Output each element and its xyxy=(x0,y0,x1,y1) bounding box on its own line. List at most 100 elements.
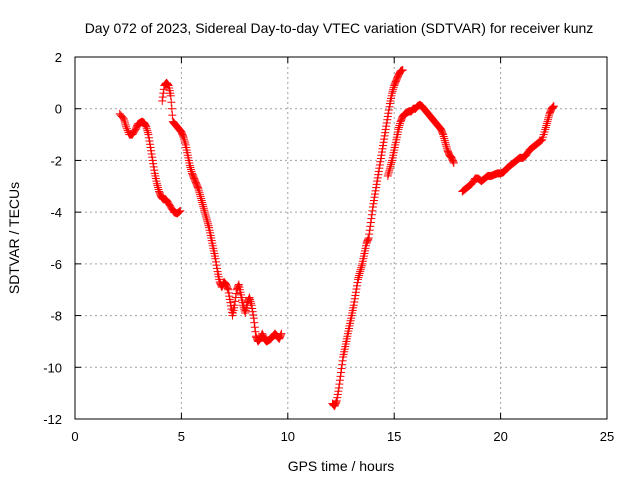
x-tick-label: 10 xyxy=(281,429,295,444)
y-axis-label: SDTVAR / TECUs xyxy=(6,182,22,294)
data-point xyxy=(356,267,365,276)
data-point xyxy=(142,122,151,131)
data-point xyxy=(220,278,229,287)
data-point xyxy=(369,199,378,208)
data-point xyxy=(438,129,447,138)
data-point xyxy=(367,214,376,223)
data-point xyxy=(384,106,393,115)
data-point xyxy=(120,116,129,125)
data-point xyxy=(226,301,235,310)
data-point xyxy=(442,142,451,151)
data-point xyxy=(196,190,205,199)
data-point xyxy=(194,186,203,195)
data-point xyxy=(158,93,167,102)
data-point xyxy=(195,188,204,197)
data-point xyxy=(435,123,444,132)
y-tick-label: -12 xyxy=(43,412,62,427)
data-point xyxy=(179,133,188,142)
data-point xyxy=(246,297,255,306)
data-point xyxy=(226,298,235,307)
data-point xyxy=(367,210,376,219)
data-point xyxy=(168,111,177,120)
data-point xyxy=(376,157,385,166)
data-point xyxy=(381,128,390,137)
data-point xyxy=(225,292,234,301)
data-point xyxy=(174,208,183,217)
data-point xyxy=(143,126,152,135)
data-point xyxy=(185,161,194,170)
data-point xyxy=(436,124,445,133)
data-point xyxy=(163,80,172,89)
x-tick-label: 25 xyxy=(600,429,614,444)
y-tick-label: -8 xyxy=(50,309,62,324)
data-point xyxy=(247,299,256,308)
data-point xyxy=(373,177,382,186)
data-point xyxy=(441,140,450,149)
data-point xyxy=(187,167,196,176)
data-point xyxy=(396,119,405,128)
data-point xyxy=(385,102,394,111)
data-point xyxy=(204,221,213,230)
data-point xyxy=(119,115,128,124)
data-point xyxy=(176,127,185,136)
data-point xyxy=(167,98,176,107)
data-point xyxy=(337,364,346,373)
y-tick-label: -6 xyxy=(50,257,62,272)
data-point xyxy=(440,134,449,143)
data-point xyxy=(439,130,448,139)
data-point xyxy=(163,197,172,206)
y-tick-label: 0 xyxy=(55,102,62,117)
data-point xyxy=(231,297,240,306)
data-point xyxy=(383,115,392,124)
data-point xyxy=(186,163,195,172)
data-point xyxy=(541,123,550,132)
data-point xyxy=(200,206,209,215)
data-point xyxy=(158,96,167,105)
y-tick-label: -4 xyxy=(50,205,62,220)
data-point xyxy=(355,271,364,280)
data-point xyxy=(387,158,396,167)
data-point xyxy=(384,168,393,177)
data-point xyxy=(332,396,341,405)
data-point xyxy=(175,207,184,216)
data-point xyxy=(543,115,552,124)
data-point xyxy=(365,230,374,239)
data-point xyxy=(332,398,341,407)
x-axis-label: GPS time / hours xyxy=(288,458,395,474)
data-point xyxy=(180,135,189,144)
plot-frame xyxy=(74,56,608,420)
data-point xyxy=(118,113,127,122)
data-point xyxy=(352,285,361,294)
y-tick-labels: 2 0 -2 -4 -6 -8 -10 -12 xyxy=(43,50,62,427)
data-point xyxy=(249,314,258,323)
data-point xyxy=(148,153,157,162)
data-point xyxy=(142,124,151,133)
data-point xyxy=(376,154,385,163)
data-point xyxy=(194,184,203,193)
data-point xyxy=(163,79,172,88)
y-tick-label: -10 xyxy=(43,360,62,375)
data-point xyxy=(181,138,190,147)
data-point xyxy=(385,164,394,173)
data-point xyxy=(440,136,449,145)
x-tick-label: 0 xyxy=(71,429,78,444)
data-point xyxy=(355,269,364,278)
data-points xyxy=(115,65,558,411)
data-point xyxy=(382,122,391,131)
data-point xyxy=(333,393,342,402)
data-point xyxy=(541,125,550,134)
data-point xyxy=(373,173,382,182)
data-point xyxy=(202,215,211,224)
data-point xyxy=(144,133,153,142)
data-point xyxy=(245,293,254,302)
data-point xyxy=(154,185,163,194)
data-point xyxy=(223,284,232,293)
data-point xyxy=(147,146,156,155)
data-point xyxy=(386,162,395,171)
data-point xyxy=(250,323,259,332)
data-point xyxy=(372,183,381,192)
data-point xyxy=(224,288,233,297)
data-point xyxy=(544,113,553,122)
data-point xyxy=(384,170,393,179)
